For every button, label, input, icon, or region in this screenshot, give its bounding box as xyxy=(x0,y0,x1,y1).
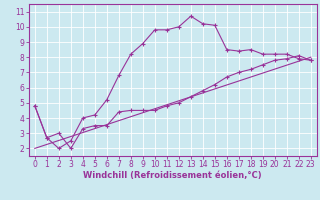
X-axis label: Windchill (Refroidissement éolien,°C): Windchill (Refroidissement éolien,°C) xyxy=(84,171,262,180)
